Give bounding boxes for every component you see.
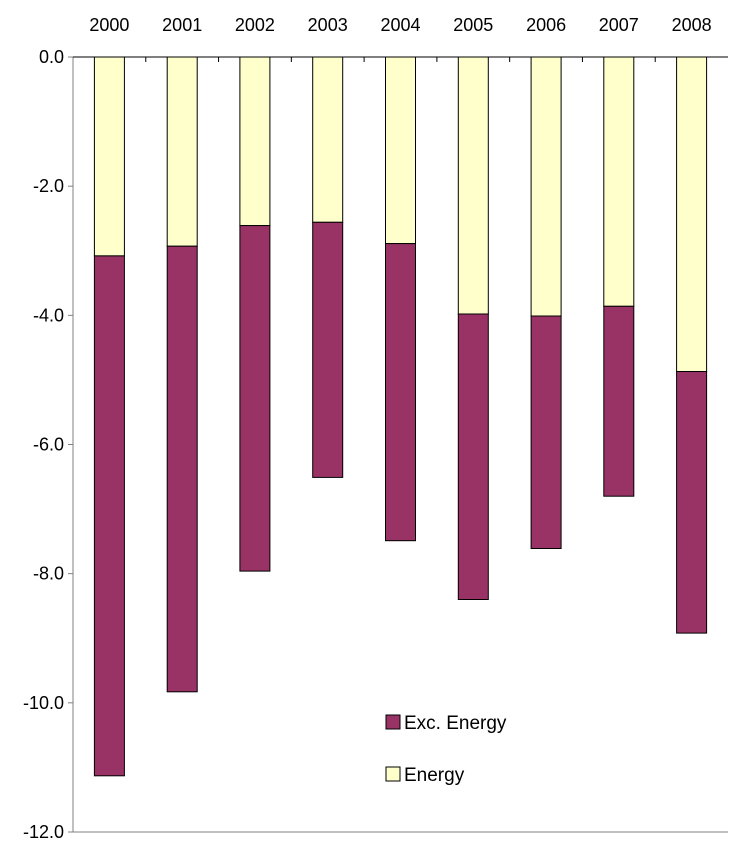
x-tick-label-2006: 2006: [526, 15, 566, 35]
x-tick-label-2001: 2001: [162, 15, 202, 35]
bar-exc-energy-2005: [457, 313, 489, 600]
y-tick-label: -6.0: [33, 435, 64, 455]
bar-exc-energy-2003: [312, 221, 344, 478]
x-tick-label-2005: 2005: [453, 15, 493, 35]
legend-swatch-exc-energy: [385, 714, 401, 730]
legend: Exc. Energy Energy: [385, 713, 507, 786]
y-tick-label: -8.0: [33, 564, 64, 584]
bar-exc-energy-2006: [530, 315, 562, 549]
bar-exc-energy-2001: [166, 245, 198, 693]
bars-layer: [93, 56, 708, 777]
y-tick-label: -12.0: [23, 822, 64, 841]
y-tick-label: -10.0: [23, 693, 64, 713]
bar-exc-energy-2002: [239, 225, 271, 572]
bar-energy-2003: [312, 56, 344, 223]
y-axis: 0.0 -2.0 -4.0 -6.0 -8.0 -10.0 -12.0: [23, 47, 74, 841]
bar-energy-2001: [166, 56, 198, 247]
y-tick-label: -2.0: [33, 176, 64, 196]
legend-label-energy: Energy: [404, 765, 465, 786]
x-axis-labels: 2000 2001 2002 2003 2004 2005 2006 2007 2008: [89, 15, 712, 62]
bar-energy-2005: [457, 56, 489, 315]
bar-energy-2008: [676, 56, 708, 372]
x-tick-label-2002: 2002: [235, 15, 275, 35]
bar-energy-2004: [385, 56, 416, 245]
y-tick-label: -4.0: [33, 305, 64, 325]
bar-energy-2006: [530, 56, 562, 317]
bar-energy-2002: [239, 56, 271, 227]
bar-energy-2007: [603, 56, 635, 307]
legend-label-exc-energy: Exc. Energy: [404, 713, 507, 734]
legend-swatch-energy: [385, 766, 401, 782]
x-tick-label-2004: 2004: [380, 15, 420, 35]
x-tick-label-2003: 2003: [308, 15, 348, 35]
bar-exc-energy-2007: [603, 305, 635, 497]
x-tick-label-2008: 2008: [672, 15, 712, 35]
x-tick-label-2000: 2000: [89, 15, 129, 35]
bar-energy-2000: [93, 56, 125, 257]
y-tick-label: 0.0: [39, 47, 64, 67]
bar-exc-energy-2004: [385, 243, 416, 542]
bar-exc-energy-2008: [676, 371, 708, 634]
bar-exc-energy-2000: [93, 255, 125, 777]
x-tick-label-2007: 2007: [599, 15, 639, 35]
